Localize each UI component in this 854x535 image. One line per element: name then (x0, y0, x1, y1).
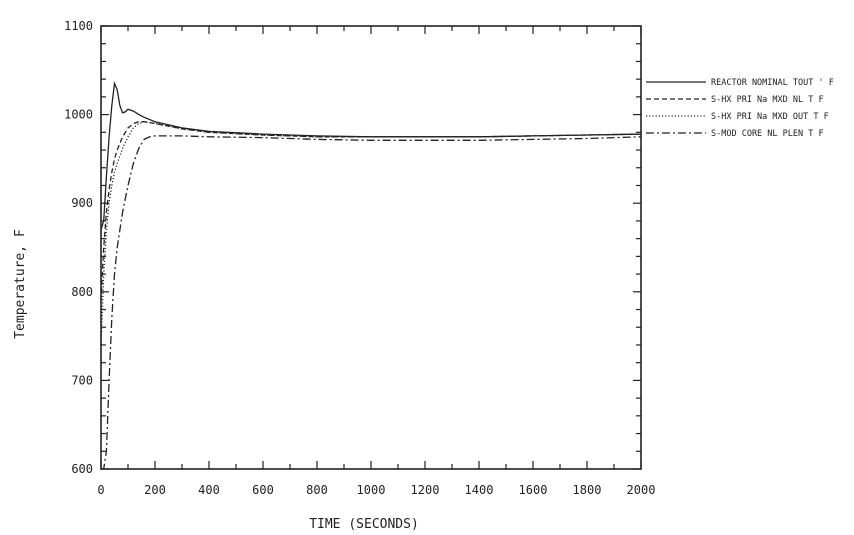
x-tick-label: 1800 (573, 483, 602, 497)
series-line-4 (101, 135, 642, 470)
x-tick-label: 2000 (627, 483, 656, 497)
y-tick-label: 900 (71, 196, 93, 210)
y-tick-labels: 600 700 800 900 1000 1100 (64, 19, 93, 476)
x-tick-label: 0 (97, 483, 104, 497)
x-tick-label: 600 (252, 483, 274, 497)
x-tick-label: 1000 (357, 483, 386, 497)
series-line-3 (100, 121, 642, 346)
y-tick-label: 1100 (64, 19, 93, 33)
series-lines (100, 81, 642, 470)
series-line-1 (100, 81, 642, 230)
x-tick-label: 1600 (519, 483, 548, 497)
plot-frame (100, 25, 642, 470)
y-tick-label: 600 (71, 462, 93, 476)
legend-label-3: S-HX PRI Na MXD OUT T F (711, 112, 829, 122)
x-tick-label: 200 (144, 483, 166, 497)
y-axis-title: Temperature, F (13, 229, 28, 339)
legend-label-4: S-MOD CORE NL PLEN T F (711, 129, 824, 139)
x-tick-label: 1200 (411, 483, 440, 497)
series-line-2 (100, 121, 642, 301)
y-tick-label: 1000 (64, 108, 93, 122)
tick-marks (100, 25, 642, 470)
x-tick-label: 800 (306, 483, 328, 497)
legend-label-1: REACTOR NOMINAL TOUT ' F (711, 78, 834, 88)
x-tick-label: 400 (198, 483, 220, 497)
x-tick-label: 1400 (465, 483, 494, 497)
y-tick-label: 800 (71, 285, 93, 299)
legend: REACTOR NOMINAL TOUT ' F S-HX PRI Na MXD … (646, 78, 834, 139)
x-axis-title: TIME (SECONDS) (309, 517, 419, 532)
x-tick-labels: 0 200 400 600 800 1000 1200 1400 1600 1800 2000 (97, 483, 655, 497)
legend-label-2: S-HX PRI Na MXD NL T F (711, 95, 824, 105)
y-tick-label: 700 (71, 373, 93, 387)
